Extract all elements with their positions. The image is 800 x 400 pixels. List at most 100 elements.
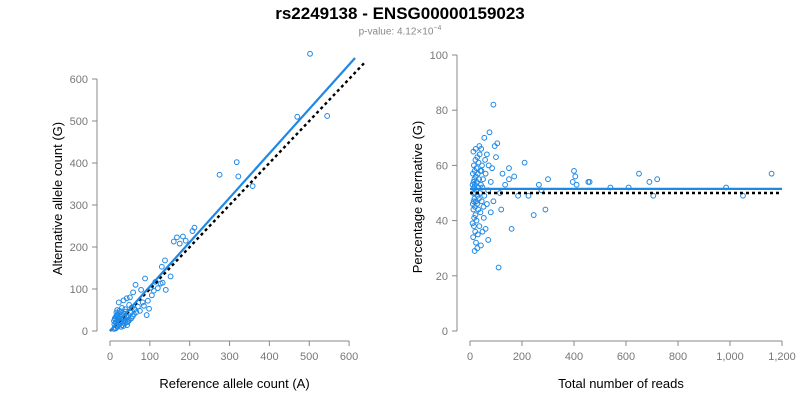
panel-1-fit-line	[109, 57, 356, 332]
panel-2-data-point	[486, 129, 493, 136]
panel-1-data-point	[176, 240, 183, 247]
panel-1-data-point	[182, 237, 189, 244]
panel-1-data-point	[294, 113, 301, 120]
panel-1-data-point	[180, 233, 186, 240]
panel-2-data-point	[478, 198, 485, 205]
panel-1-data-point	[162, 286, 169, 293]
panel-2-data-point	[471, 195, 478, 202]
panel-1-data-point	[148, 292, 155, 299]
panel-1-data-point	[154, 285, 161, 292]
panel-2-data-point	[650, 192, 657, 199]
panel-2-y-tick-label: 60	[436, 160, 448, 172]
panel-2-data-point	[536, 181, 542, 188]
panel-2-data-point	[482, 156, 488, 163]
panel-1-y-tick-label: 400	[70, 158, 88, 170]
panel-1-data-point	[111, 315, 118, 322]
panel-1-data-point	[134, 303, 141, 310]
panel-2-data-point	[469, 170, 476, 177]
panel-2-data-point	[472, 156, 479, 163]
panel-2-data-point	[470, 234, 477, 241]
panel-1-data-point	[174, 234, 180, 241]
panel-1-data-point	[117, 309, 124, 316]
panel-2-data-point	[471, 176, 478, 183]
panel-2-data-point	[646, 179, 653, 185]
panel-1-y-tick-label: 0	[82, 326, 88, 338]
panel-1-data-point	[120, 323, 127, 329]
panel-2-data-point	[484, 201, 490, 207]
panel-2-data-point	[469, 201, 476, 207]
panel-1-data-point	[146, 305, 152, 312]
panel-2-x-tick-label: 1,200	[768, 351, 796, 363]
panel-2-y-axis-label: Percentage alternative (G)	[410, 121, 425, 273]
panel-1-data-point	[139, 299, 146, 306]
panel-1-data-point	[249, 183, 256, 190]
panel-2-data-point	[572, 173, 579, 180]
panel-1-x-tick-label: 200	[181, 351, 199, 363]
panel-2-data-point	[585, 179, 592, 185]
panel-2-data-point	[476, 143, 483, 149]
p-value-label: p-value: 4.12×10−4	[0, 25, 800, 37]
panel-2-y-tick-label: 0	[442, 326, 448, 338]
panel-2-x-tick-label: 0	[467, 351, 473, 363]
chart-title: rs2249138 - ENSG00000159023	[275, 4, 525, 23]
panel-2-data-point	[482, 225, 489, 232]
panel-1-x-tick-label: 600	[340, 351, 358, 363]
panel-1-data-point	[307, 50, 313, 57]
panel-2-data-point	[487, 179, 494, 185]
panel-2-data-point	[542, 206, 549, 213]
panel-1-data-point	[235, 173, 242, 180]
panel-2-data-point	[478, 242, 484, 249]
panel-2-x-tick-label: 200	[513, 351, 531, 363]
panel-2-data-point	[474, 245, 481, 252]
panel-1-data-point	[150, 287, 157, 294]
panel-2-data-point	[499, 170, 506, 177]
panel-2-x-axis-label: Total number of reads	[558, 376, 684, 391]
panel-2-x-tick-label: 1,000	[716, 351, 744, 363]
panel-2-y-tick-label: 20	[436, 271, 448, 283]
panel-2-data-point	[482, 170, 489, 177]
panel-2-data-point	[472, 181, 478, 188]
panel-1-data-point	[133, 309, 140, 316]
panel-2-x-tick-label: 600	[617, 351, 635, 363]
panel-2-data-point	[493, 154, 499, 161]
panel-2-data-point	[469, 181, 476, 188]
panel-1-data-point	[233, 159, 240, 166]
panel-2-data-point	[472, 228, 479, 235]
panel-1-y-axis-label: Alternative allele count (G)	[50, 122, 65, 275]
panel-2-data-point	[571, 168, 577, 174]
panel-1-x-tick-label: 100	[141, 351, 159, 363]
panel-2-data-point	[484, 151, 490, 158]
panel-1-data-point	[216, 171, 223, 178]
panel-2-y-tick-label: 40	[436, 216, 448, 228]
panel-2-data-point	[498, 206, 505, 213]
panel-1-data-point	[130, 289, 137, 296]
panel-1-data-point	[144, 297, 151, 304]
panel-2-data-point	[473, 239, 479, 246]
panel-2-data-point	[654, 176, 661, 183]
panel-2-data-point	[470, 198, 477, 205]
panel-2-data-point	[472, 212, 479, 218]
panel-2-data-point	[506, 176, 512, 183]
panel-1-data-point	[159, 279, 166, 286]
panel-2-data-point	[491, 143, 498, 149]
p-value-text: p-value: 4.12×10	[358, 26, 434, 38]
panel-1-data-point	[127, 294, 133, 301]
panel-1-data-point	[126, 302, 133, 308]
panel-1-x-tick-label: 400	[260, 351, 278, 363]
panel-1-x-tick-label: 500	[300, 351, 318, 363]
panel-2-data-point	[511, 173, 518, 180]
panel-2-data-point	[495, 264, 502, 271]
panel-2-data-point	[480, 203, 487, 210]
panel-2-data-point	[476, 223, 483, 230]
panel-1-data-point	[324, 113, 331, 119]
panel-2-x-tick-label: 400	[565, 351, 583, 363]
panel-2-data-point	[573, 181, 580, 188]
panel-2-data-point	[481, 134, 488, 141]
panel-1-y-tick-label: 300	[70, 200, 88, 212]
panel-1-data-point	[140, 302, 147, 309]
panel-1-x-tick-label: 0	[107, 351, 113, 363]
panel-1-data-point	[162, 257, 168, 264]
panel-2-data-point	[485, 237, 492, 243]
panel-1-data-point	[115, 299, 122, 306]
